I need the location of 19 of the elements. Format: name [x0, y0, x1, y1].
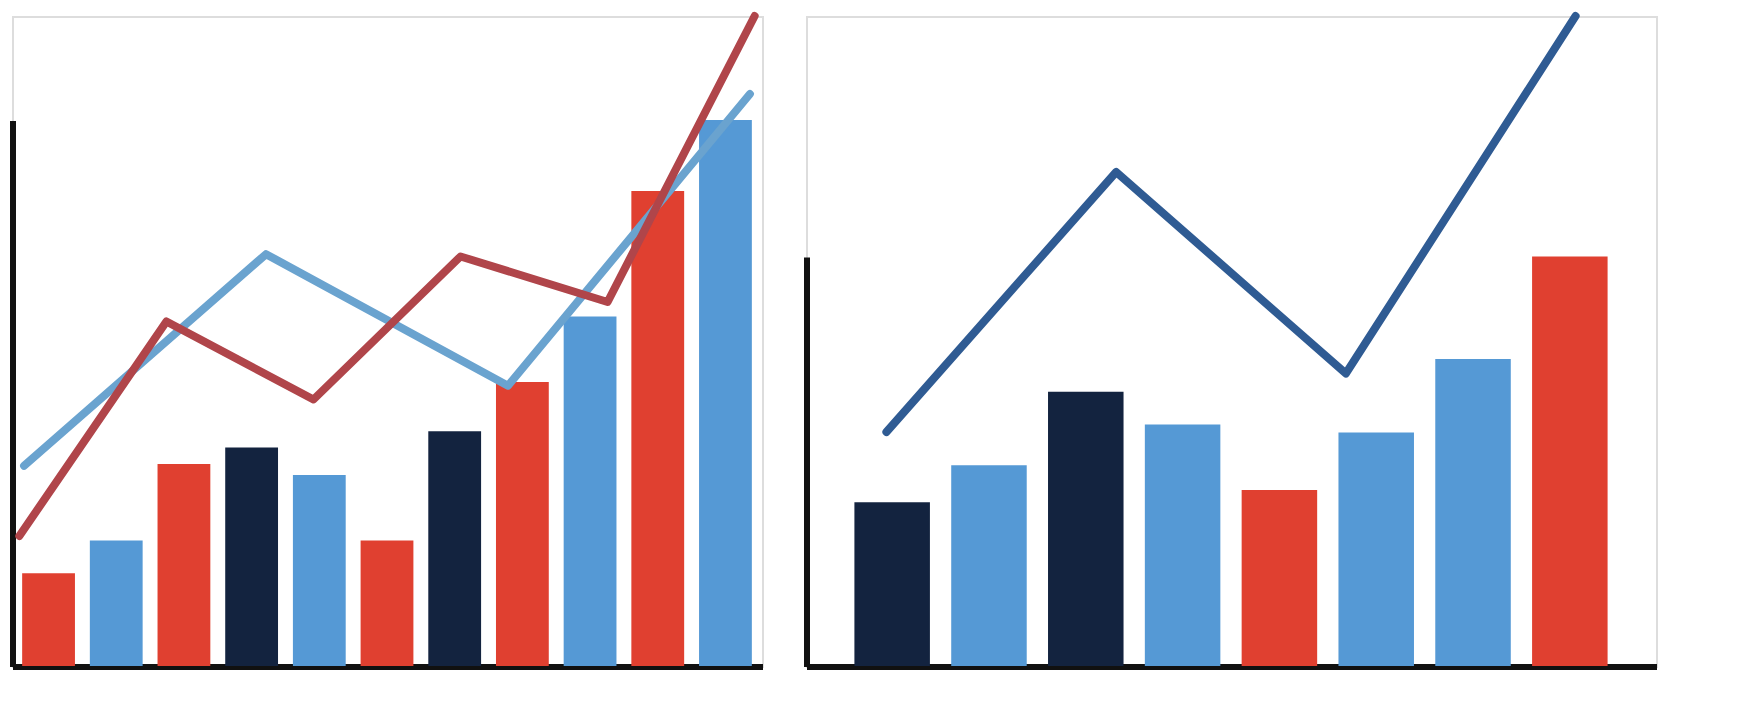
bar	[1532, 256, 1608, 666]
bar	[1435, 358, 1511, 666]
bar	[292, 474, 346, 666]
bar	[1144, 424, 1221, 666]
bar	[1338, 432, 1414, 666]
bar	[157, 463, 211, 666]
bar	[89, 540, 143, 666]
bar	[225, 447, 279, 666]
bar	[699, 120, 752, 666]
bar	[428, 431, 482, 666]
bar	[360, 540, 414, 666]
bar	[1048, 391, 1124, 666]
bar	[495, 382, 549, 666]
bar	[951, 465, 1027, 666]
bar	[22, 573, 75, 666]
bar	[1241, 489, 1318, 666]
bar	[631, 190, 685, 666]
bar	[854, 502, 930, 666]
bar	[563, 316, 617, 666]
